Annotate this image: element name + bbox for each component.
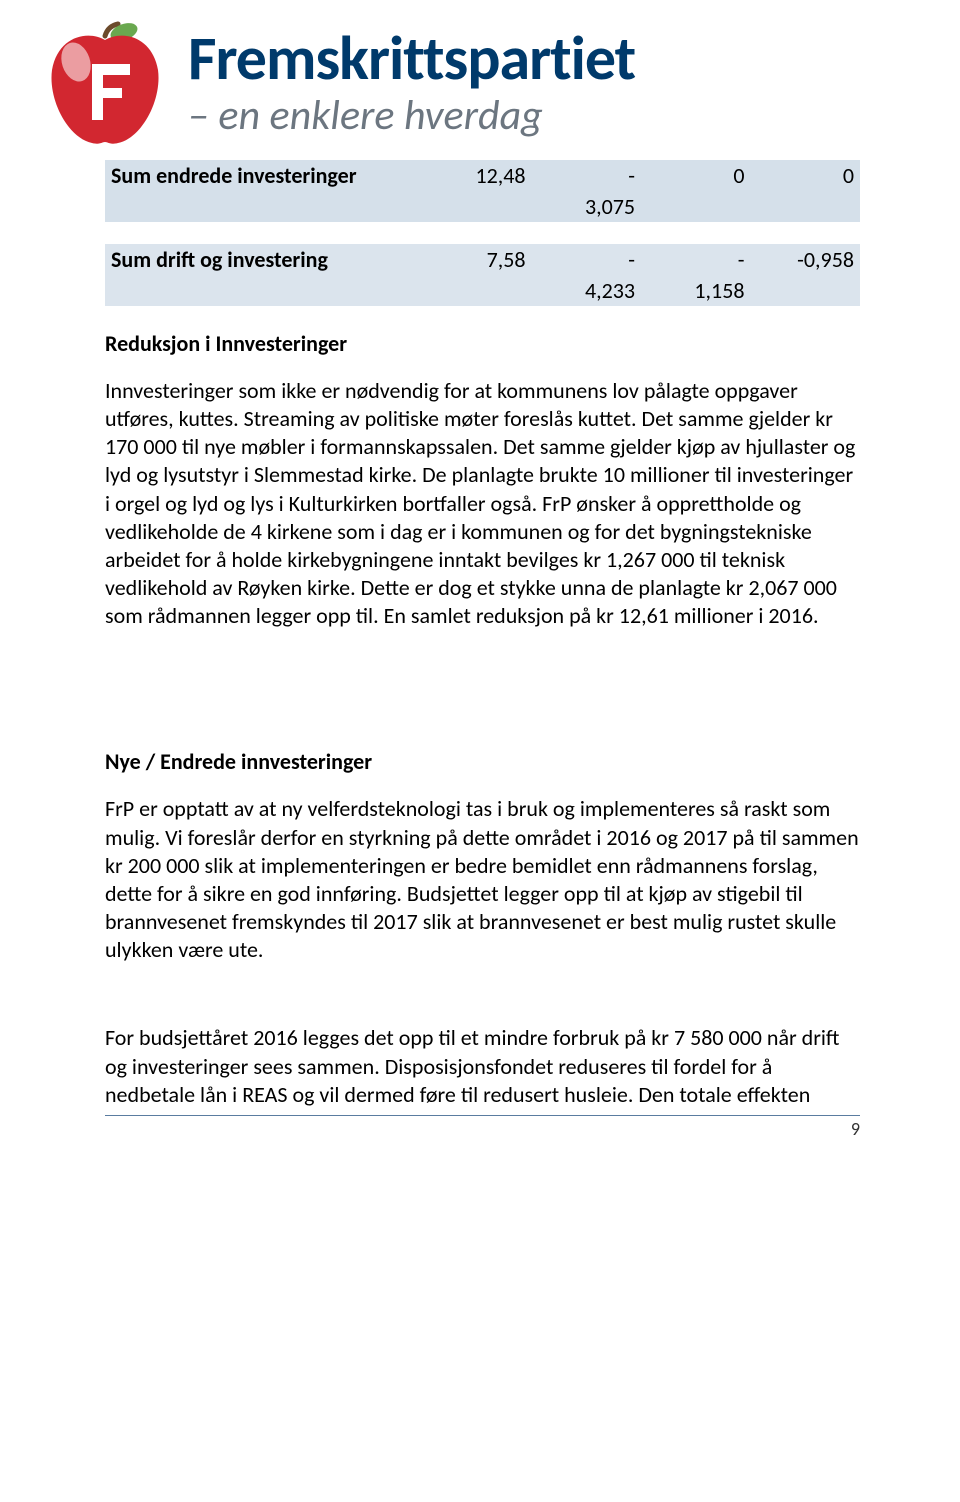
cell-value: -: [532, 244, 641, 275]
cell-value: [641, 191, 750, 222]
cell-label: [105, 275, 422, 306]
cell-value: [751, 275, 861, 306]
heading-reduksjon: Reduksjon i Innvesteringer: [105, 330, 860, 357]
brand-text: Fremskrittspartiet – en enklere hverdag: [188, 27, 635, 139]
paragraph-nye: FrP er opptatt av at ny velferdsteknolog…: [105, 795, 860, 964]
page-footer: 9: [105, 1115, 860, 1140]
cell-value: -: [532, 160, 641, 191]
spacer: [105, 654, 860, 724]
cell-value: [422, 191, 531, 222]
cell-value: 7,58: [422, 244, 531, 275]
paragraph-reduksjon: Innvesteringer som ikke er nødvendig for…: [105, 377, 860, 630]
brand-subtitle: – en enklere hverdag: [188, 93, 635, 139]
page-number: 9: [851, 1118, 860, 1140]
cell-value: 0: [641, 160, 750, 191]
cell-value: [422, 275, 531, 306]
cell-label: Sum drift og investering: [105, 244, 422, 275]
spacer: [105, 988, 860, 1024]
cell-value: 1,158: [641, 275, 750, 306]
cell-value: [751, 191, 861, 222]
cell-value: 3,075: [532, 191, 641, 222]
page-content: Sum endrede investeringer 12,48 - 0 0 3,…: [0, 160, 960, 1109]
table-row: 4,233 1,158: [105, 275, 860, 306]
cell-label: Sum endrede investeringer: [105, 160, 422, 222]
paragraph-budsjett: For budsjettåret 2016 legges det opp til…: [105, 1024, 860, 1108]
table-row: Sum endrede investeringer 12,48 - 0 0: [105, 160, 860, 191]
table-sum-endrede: Sum endrede investeringer 12,48 - 0 0 3,…: [105, 160, 860, 306]
cell-value: 12,48: [422, 160, 531, 191]
party-logo: [40, 18, 170, 148]
heading-nye: Nye / Endrede innvesteringer: [105, 748, 860, 775]
cell-value: 0: [751, 160, 861, 191]
page-header: Fremskrittspartiet – en enklere hverdag: [0, 0, 960, 160]
cell-value: -0,958: [751, 244, 861, 275]
cell-value: -: [641, 244, 750, 275]
brand-title: Fremskrittspartiet: [188, 27, 635, 89]
table-gap: [105, 222, 860, 244]
table-row: Sum drift og investering 7,58 - - -0,958: [105, 244, 860, 275]
cell-value: 4,233: [532, 275, 641, 306]
